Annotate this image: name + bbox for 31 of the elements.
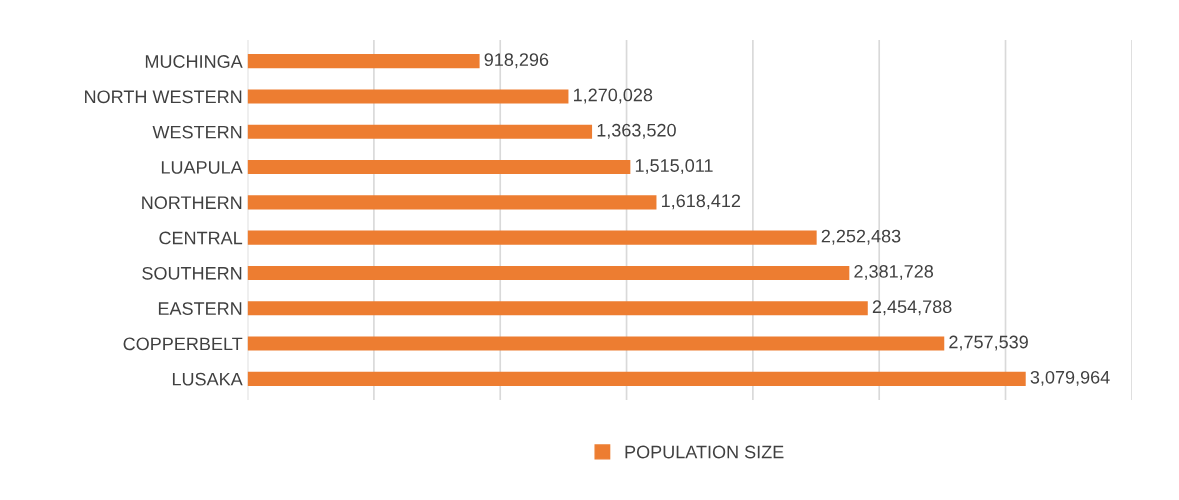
y-tick-label: CENTRAL [159,231,243,245]
bar [247,89,569,104]
data-label: 3,079,964 [1030,370,1110,386]
data-label: 1,363,520 [597,123,676,139]
data-label: 2,757,539 [949,335,1028,351]
legend-label: POPULATION SIZE [625,445,784,459]
data-label: 1,515,011 [635,159,713,175]
bar [247,301,868,316]
data-label: 1,270,028 [574,88,653,104]
bar [247,265,850,280]
bar [247,124,593,139]
bar [247,336,945,351]
bar [247,54,480,69]
bar [247,160,631,175]
data-label: 2,454,788 [872,300,952,316]
y-tick-label: LUSAKA [172,372,243,386]
data-label: 2,252,483 [821,229,901,245]
y-tick-label: LUAPULA [161,161,243,174]
y-tick-label: NORTHERN [142,196,242,210]
y-tick-label: WESTERN [152,125,242,139]
data-label: 2,381,728 [854,265,934,280]
y-tick-label: MUCHINGA [145,55,243,68]
bar [247,195,657,210]
data-label: 918,296 [484,53,549,69]
y-tick-label: NORTH WESTERN [85,90,242,104]
bar [247,371,1026,386]
y-tick-label: EASTERN [158,302,242,315]
y-tick-label: SOUTHERN [142,266,242,280]
bar [247,230,817,245]
data-label: 1,618,412 [662,194,741,210]
y-tick-label: COPPERBELT [123,337,243,351]
